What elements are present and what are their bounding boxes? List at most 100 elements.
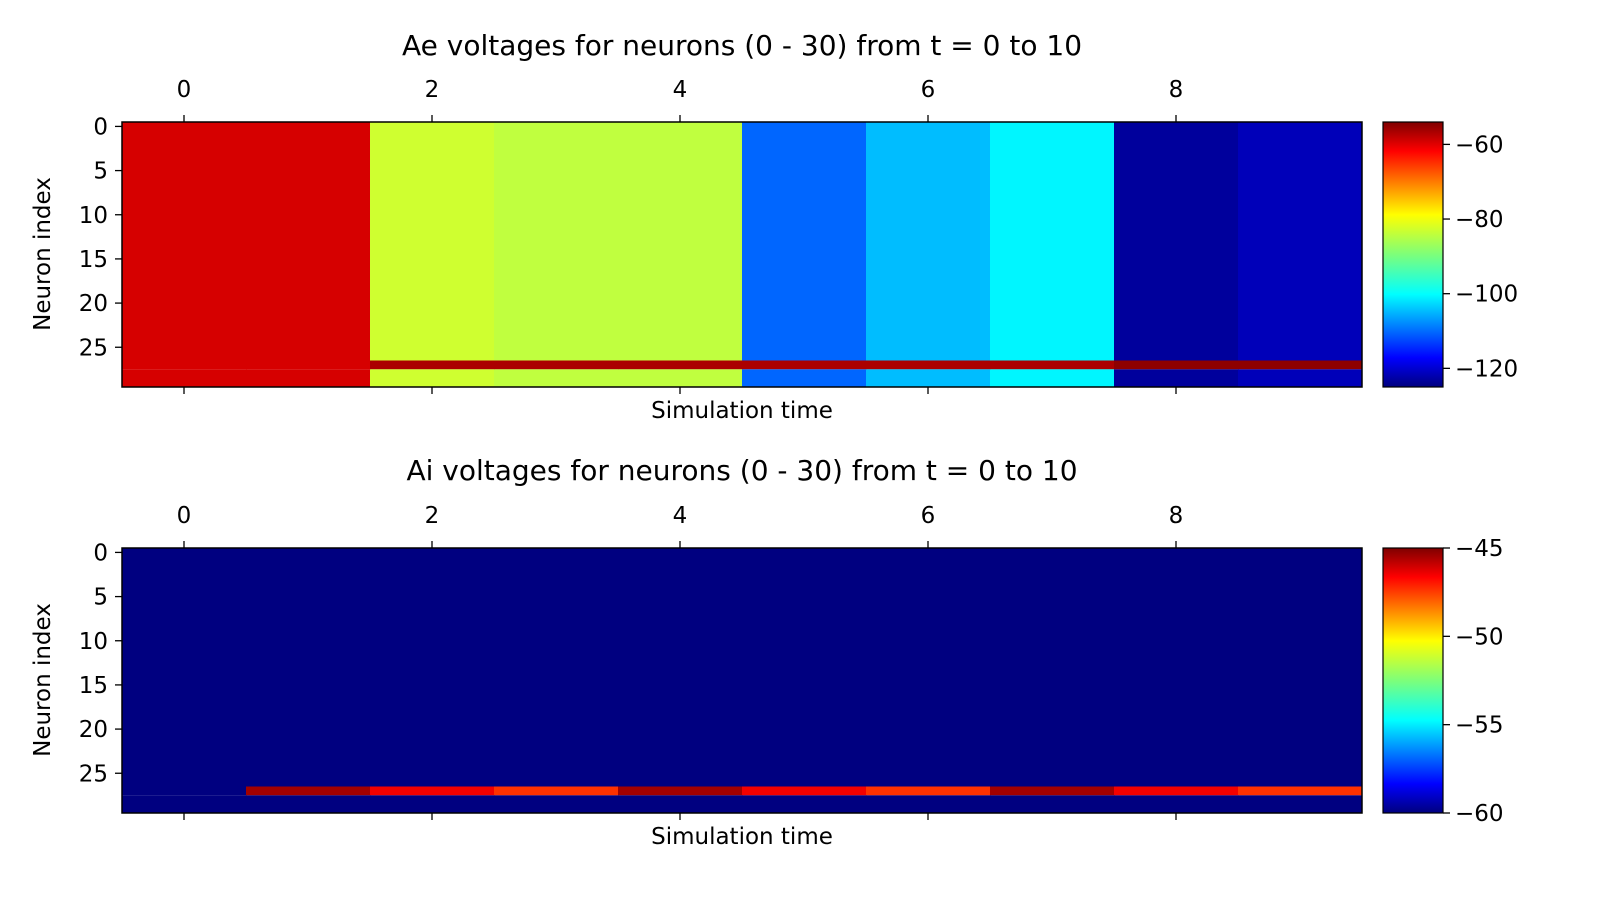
heatmap-cells-ai <box>122 548 1363 813</box>
axis-ticks-ai: 0 2 4 6 8 0 5 10 15 20 25 <box>79 503 1184 820</box>
x-tick-label: 8 <box>1169 77 1184 103</box>
y-tick-label: 20 <box>79 291 108 317</box>
heatmap-cell-highlight <box>370 360 495 370</box>
y-tick-label: 25 <box>79 335 108 361</box>
heatmap-cell-highlight <box>494 360 619 370</box>
heatmap-cell <box>370 369 495 387</box>
y-tick-label: 5 <box>93 159 108 185</box>
plot-frame-ae <box>121 121 1363 388</box>
y-tick-label: 0 <box>93 540 108 566</box>
heatmap-cell <box>866 122 991 361</box>
heatmap-cell <box>742 122 867 361</box>
y-axis-label-ai: Neuron index <box>30 603 56 757</box>
heatmap-cell <box>618 548 743 787</box>
y-tick-label: 10 <box>79 629 108 655</box>
heatmap-cell <box>1238 369 1363 387</box>
colorbar-tick-label: −45 <box>1455 536 1504 562</box>
colorbar-tick-label: −120 <box>1455 356 1518 382</box>
colorbar-tick-label: −100 <box>1455 282 1518 308</box>
heatmap-cell <box>246 369 371 387</box>
colorbar-tick-label: −80 <box>1455 207 1504 233</box>
y-tick-label: 25 <box>79 761 108 787</box>
heatmap-cell <box>866 369 991 387</box>
heatmap-cell <box>990 122 1115 361</box>
y-tick-label: 20 <box>79 717 108 743</box>
colorbar-tick-label: −60 <box>1455 801 1504 827</box>
heatmap-cell-highlight <box>1114 786 1239 796</box>
axis-ticks-ae: 0 2 4 6 8 0 5 10 15 20 25 <box>79 77 1184 394</box>
colorbar-ai <box>1382 547 1444 814</box>
heatmap-cell <box>990 369 1115 387</box>
x-tick-label: 8 <box>1169 503 1184 529</box>
heatmap-cell-highlight <box>990 786 1115 796</box>
heatmap-cell-highlight <box>742 360 867 370</box>
y-tick-label: 10 <box>79 203 108 229</box>
heatmap-cell <box>370 795 495 813</box>
heatmap-cell-highlight <box>866 786 991 796</box>
colorbar-tick-label: −55 <box>1455 713 1504 739</box>
x-tick-label: 6 <box>921 503 936 529</box>
heatmap-cell-highlight <box>618 360 743 370</box>
y-tick-label: 0 <box>93 114 108 140</box>
heatmap-cell-highlight <box>618 786 743 796</box>
y-tick-label: 15 <box>79 673 108 699</box>
heatmap-cell-highlight <box>742 786 867 796</box>
heatmap-cell-highlight <box>1238 360 1363 370</box>
heatmap-cell <box>122 122 247 361</box>
heatmap-cell-highlight <box>990 360 1115 370</box>
chart-title-ai: Ai voltages for neurons (0 - 30) from t … <box>406 454 1077 487</box>
heatmap-cell-highlight <box>866 360 991 370</box>
x-tick-label: 6 <box>921 77 936 103</box>
x-tick-label: 2 <box>425 503 440 529</box>
heatmap-cell <box>1114 795 1239 813</box>
heatmap-cell-highlight <box>122 360 247 370</box>
x-axis-label-ae: Simulation time <box>651 398 833 424</box>
colorbar-ticks-ai: −45 −50 −55 −60 <box>1443 536 1504 827</box>
heatmap-cell <box>1238 122 1363 361</box>
colorbar-tick-label: −50 <box>1455 624 1504 650</box>
heatmap-cell-highlight <box>246 786 371 796</box>
heatmap-cell <box>866 548 991 787</box>
y-axis-label-ae: Neuron index <box>30 177 56 331</box>
heatmap-cell <box>1238 548 1363 787</box>
heatmap-cell <box>742 795 867 813</box>
x-tick-label: 2 <box>425 77 440 103</box>
heatmap-cell <box>866 795 991 813</box>
heatmap-cell <box>1238 795 1363 813</box>
plot-frame-ai <box>121 547 1363 814</box>
heatmap-cell <box>246 795 371 813</box>
x-tick-label: 0 <box>177 77 192 103</box>
y-tick-label: 15 <box>79 247 108 273</box>
heatmap-cell-highlight <box>246 360 371 370</box>
heatmap-cell <box>1114 548 1239 787</box>
heatmap-cell <box>618 122 743 361</box>
x-axis-label-ai: Simulation time <box>651 824 833 850</box>
x-tick-label: 0 <box>177 503 192 529</box>
heatmap-cell-highlight <box>1238 786 1363 796</box>
heatmap-cell <box>122 369 247 387</box>
heatmap-cell <box>494 369 619 387</box>
heatmap-cell <box>618 369 743 387</box>
heatmap-cell <box>122 795 247 813</box>
heatmap-cell <box>494 122 619 361</box>
heatmap-cell <box>618 795 743 813</box>
heatmap-cell <box>494 795 619 813</box>
colorbar-tick-label: −60 <box>1455 132 1504 158</box>
heatmap-cell <box>494 548 619 787</box>
heatmap-cell <box>1114 122 1239 361</box>
heatmap-cell <box>370 122 495 361</box>
heatmap-cell <box>990 795 1115 813</box>
heatmap-cell-highlight <box>494 786 619 796</box>
heatmap-cell <box>246 548 371 787</box>
x-tick-label: 4 <box>673 77 688 103</box>
panel-ai: Ai voltages for neurons (0 - 30) from t … <box>30 454 1504 850</box>
heatmap-cell <box>246 122 371 361</box>
colorbar-ticks-ae: −60 −80 −100 −120 <box>1443 132 1518 382</box>
colorbar-ae <box>1382 121 1444 388</box>
heatmap-cell <box>122 548 247 787</box>
heatmap-cell <box>990 548 1115 787</box>
y-tick-label: 5 <box>93 585 108 611</box>
heatmap-cell <box>370 548 495 787</box>
heatmap-cell <box>1114 369 1239 387</box>
